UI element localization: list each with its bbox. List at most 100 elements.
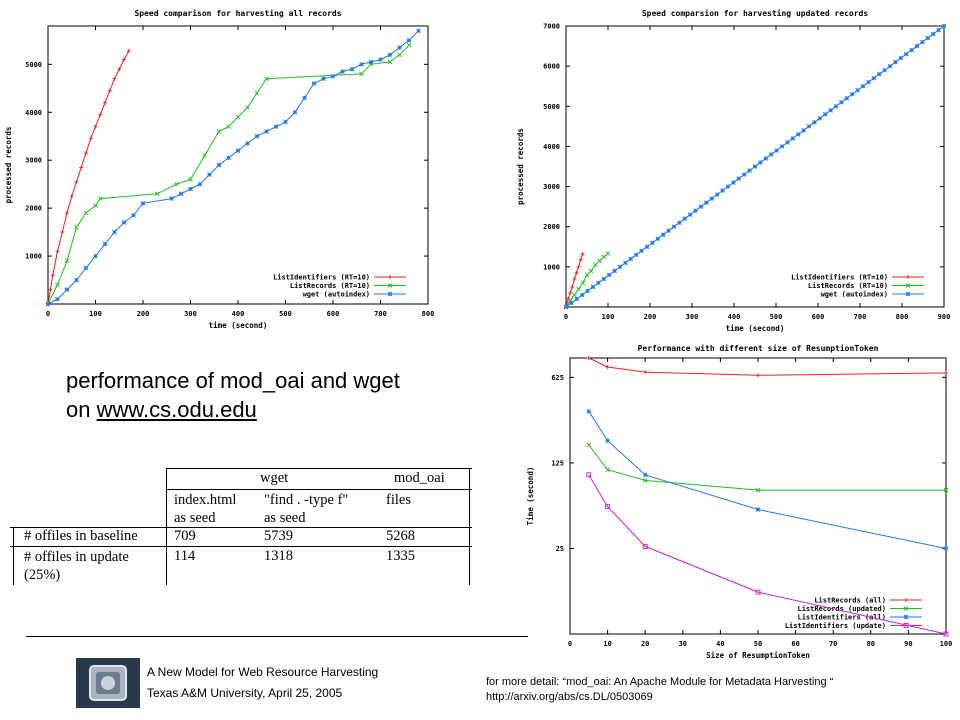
data-point [572, 292, 577, 298]
data-point [682, 216, 688, 222]
data-point [642, 543, 648, 549]
x-tick-label: 200 [644, 313, 657, 321]
data-point [709, 196, 715, 201]
x-tick-label: 600 [812, 313, 825, 321]
legend-marker [903, 606, 909, 611]
y-tick-label: 625 [551, 374, 564, 382]
series-line [47, 44, 410, 305]
data-point [576, 286, 581, 292]
data-point [83, 210, 89, 216]
data-point [790, 136, 796, 141]
data-point [264, 129, 269, 134]
data-point [768, 152, 774, 157]
data-point [930, 31, 936, 37]
data-point [623, 260, 628, 266]
data-point [914, 43, 920, 49]
data-point [226, 155, 231, 161]
data-point [605, 364, 610, 369]
x-axis-label: Size of ResumptionToken [706, 651, 810, 660]
x-tick-label: 60 [791, 640, 799, 648]
data-point [569, 300, 574, 306]
chart-updated-records-svg: Speed comparsion for harvesting updated … [516, 8, 950, 333]
data-point [617, 264, 623, 270]
data-point [570, 284, 575, 289]
data-point [936, 27, 941, 33]
data-point [579, 292, 585, 298]
data-point [349, 66, 355, 72]
data-point [173, 181, 179, 187]
data-point [112, 229, 117, 235]
data-point [605, 504, 611, 510]
subheader-find: "find . -type f" as seed [264, 491, 348, 527]
row-baseline-index: 709 [174, 528, 196, 544]
data-point [169, 196, 174, 201]
data-point [69, 194, 74, 199]
chart-all-records: Speed comparison for harvesting all reco… [0, 0, 440, 340]
legend-entry: ListRecords (updated) [797, 605, 886, 613]
data-point [586, 442, 592, 448]
data-point [660, 232, 666, 238]
data-point [741, 172, 747, 177]
legend-entry: wget (autoindex) [303, 291, 370, 299]
data-point [97, 196, 103, 201]
data-point [197, 181, 203, 187]
x-tick-label: 500 [279, 310, 292, 318]
data-point [254, 133, 260, 139]
x-tick-label: 100 [602, 313, 615, 321]
data-point [188, 177, 193, 182]
data-point [752, 164, 758, 169]
row-baseline-find: 5739 [264, 528, 293, 544]
chart-resumption-token-svg: Performance with different size of Resum… [526, 343, 952, 660]
data-point [605, 251, 611, 256]
y-axis-label: Time (second) [526, 467, 535, 526]
subheader-index-line2: as seed [174, 510, 216, 526]
x-tick-label: 20 [641, 640, 649, 648]
subheader-find-line1: "find . -type f" [264, 492, 349, 508]
table-rule-left [13, 528, 14, 585]
data-point [98, 112, 103, 117]
data-point [671, 224, 677, 230]
legend-marker [388, 275, 392, 279]
data-point [563, 304, 569, 310]
data-point [93, 203, 98, 209]
data-point [774, 148, 779, 153]
caption-link[interactable]: www.cs.odu.edu [96, 397, 257, 422]
reference-url[interactable]: http://arxiv.org/abs/cs.DL/0503069 [486, 691, 653, 703]
data-point [747, 168, 752, 173]
y-tick-label: 1000 [543, 263, 560, 271]
y-axis-label: processed records [516, 128, 525, 205]
subheader-files-line1: files [386, 492, 411, 508]
x-tick-label: 300 [686, 313, 699, 321]
series-line [47, 50, 130, 305]
data-point [112, 76, 117, 81]
caption-line2: on www.cs.odu.edu [66, 395, 400, 424]
data-point [131, 213, 136, 218]
legend-entry: ListRecords (all) [814, 597, 886, 605]
y-tick-label: 6000 [543, 63, 560, 71]
data-point [292, 109, 298, 115]
x-tick-label: 800 [422, 310, 435, 318]
data-point [601, 254, 607, 260]
row-update-find: 1318 [264, 548, 293, 564]
x-tick-label: 500 [770, 313, 783, 321]
data-point [642, 472, 648, 478]
data-point [903, 51, 909, 57]
data-point [397, 45, 402, 50]
y-tick-label: 2000 [25, 205, 42, 213]
x-axis-label: time (second) [726, 324, 785, 333]
row-update-label-line1: # offiles in update [24, 549, 129, 565]
data-point [60, 230, 65, 235]
data-point [574, 270, 579, 275]
data-point [828, 107, 833, 113]
data-point [586, 409, 592, 414]
table-rule-top [166, 468, 472, 469]
data-point [55, 249, 60, 254]
data-point [178, 191, 184, 197]
x-tick-label: 80 [867, 640, 875, 648]
data-point [593, 262, 598, 268]
data-point [406, 38, 412, 43]
row-update-label-line2: (25%) [24, 567, 61, 583]
data-point [64, 258, 70, 264]
data-point [601, 276, 607, 282]
legend-entry: ListRecords (RT=10) [290, 282, 370, 290]
